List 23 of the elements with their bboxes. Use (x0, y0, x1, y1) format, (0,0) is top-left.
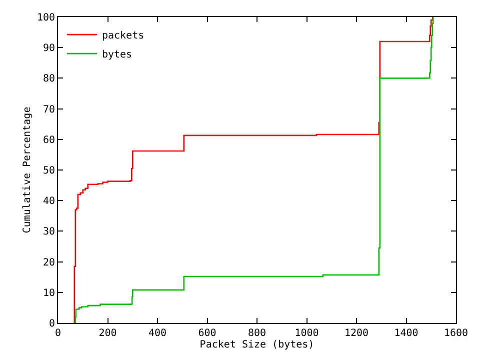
y-axis-title: Cumulative Percentage (22, 106, 33, 234)
x-tick-label: 800 (248, 328, 266, 339)
x-tick-label: 1400 (394, 328, 418, 339)
x-tick-label: 600 (198, 328, 216, 339)
x-tick-label: 200 (98, 328, 117, 339)
y-tick-label: 40 (42, 196, 55, 208)
y-tick-label: 10 (42, 288, 55, 299)
x-tick-label: 1200 (344, 328, 369, 339)
y-tick-label: 60 (42, 134, 55, 146)
x-tick-label: 1000 (294, 328, 319, 339)
x-tick-label: 400 (148, 328, 167, 339)
legend-label: packets (102, 30, 144, 42)
y-tick-label: 50 (42, 166, 55, 176)
legend-label: bytes (102, 49, 132, 60)
y-tick-label: 30 (42, 226, 55, 238)
y-tick-label: 90 (42, 43, 55, 54)
y-tick-label: 0 (48, 318, 55, 330)
x-tick-label: 1600 (444, 328, 468, 339)
y-tick-label: 80 (42, 74, 55, 85)
y-tick-label: 20 (42, 257, 55, 268)
y-tick-label: 70 (42, 104, 55, 116)
y-tick-label: 100 (36, 12, 55, 24)
x-axis-title: Packet Size (bytes) (200, 340, 314, 350)
